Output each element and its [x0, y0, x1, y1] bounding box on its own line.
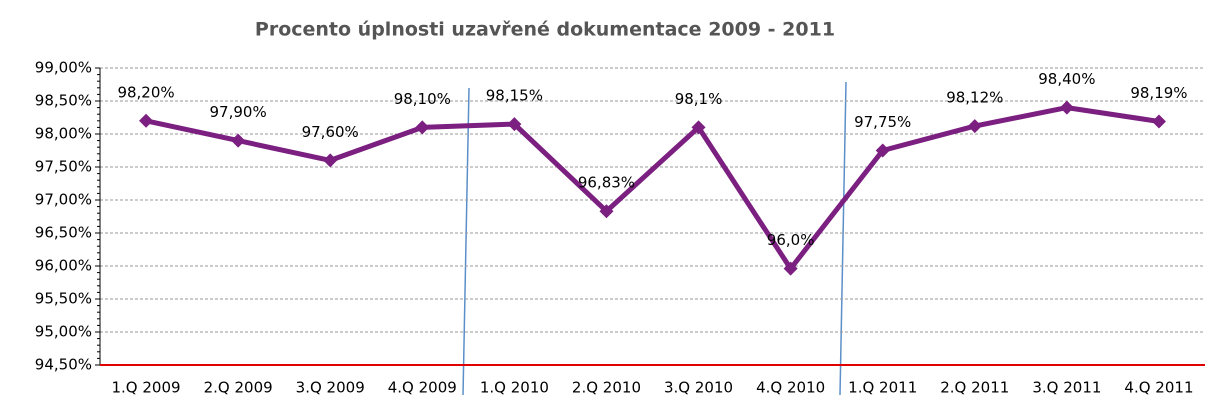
data-label: 98,19%: [1130, 84, 1187, 102]
marker: [323, 153, 338, 168]
marker: [875, 143, 890, 158]
data-label: 97,90%: [210, 103, 267, 121]
data-label: 96,83%: [578, 174, 635, 192]
data-label: 98,40%: [1038, 70, 1095, 88]
y-tick-label: 98,50%: [35, 92, 92, 110]
data-label: 98,1%: [675, 90, 723, 108]
x-tick-label: 1.Q 2010: [480, 379, 549, 397]
y-tick-label: 99,00%: [35, 59, 92, 77]
marker: [1059, 100, 1074, 115]
x-tick-label: 1.Q 2009: [112, 379, 181, 397]
data-label: 98,20%: [117, 83, 174, 101]
marker: [691, 120, 706, 135]
x-tick-label: 3.Q 2011: [1032, 379, 1101, 397]
y-tick-label: 94,50%: [35, 356, 92, 374]
x-tick-label: 4.Q 2009: [388, 379, 457, 397]
y-tick-label: 96,00%: [35, 257, 92, 275]
marker: [139, 113, 154, 128]
data-label: 98,15%: [486, 87, 543, 105]
data-label: 98,10%: [394, 90, 451, 108]
y-tick-label: 97,50%: [35, 158, 92, 176]
marker: [231, 133, 246, 148]
data-label: 98,12%: [946, 89, 1003, 107]
data-label: 96,0%: [767, 231, 815, 249]
x-tick-label: 2.Q 2011: [940, 379, 1009, 397]
x-tick-label: 2.Q 2010: [572, 379, 641, 397]
x-tick-label: 4.Q 2010: [756, 379, 825, 397]
x-tick-label: 1.Q 2011: [848, 379, 917, 397]
marker: [1151, 114, 1166, 129]
marker: [783, 261, 798, 276]
y-tick-label: 95,50%: [35, 290, 92, 308]
separator: [839, 81, 847, 396]
x-tick-label: 3.Q 2010: [664, 379, 733, 397]
data-label: 97,75%: [854, 113, 911, 131]
y-tick-label: 95,00%: [35, 323, 92, 341]
x-tick-label: 3.Q 2009: [296, 379, 365, 397]
chart-title: Procento úplnosti uzavřené dokumentace 2…: [255, 19, 835, 41]
x-tick-label: 2.Q 2009: [204, 379, 273, 397]
marker: [507, 117, 522, 132]
marker: [967, 119, 982, 134]
x-tick-label: 4.Q 2011: [1124, 379, 1193, 397]
data-label: 97,60%: [302, 123, 359, 141]
y-tick-label: 97,00%: [35, 191, 92, 209]
y-tick-label: 96,50%: [35, 224, 92, 242]
separator: [462, 87, 470, 396]
line: [145, 105, 1160, 272]
marker: [415, 120, 430, 135]
y-tick-label: 98,00%: [35, 125, 92, 143]
marker: [599, 204, 614, 219]
